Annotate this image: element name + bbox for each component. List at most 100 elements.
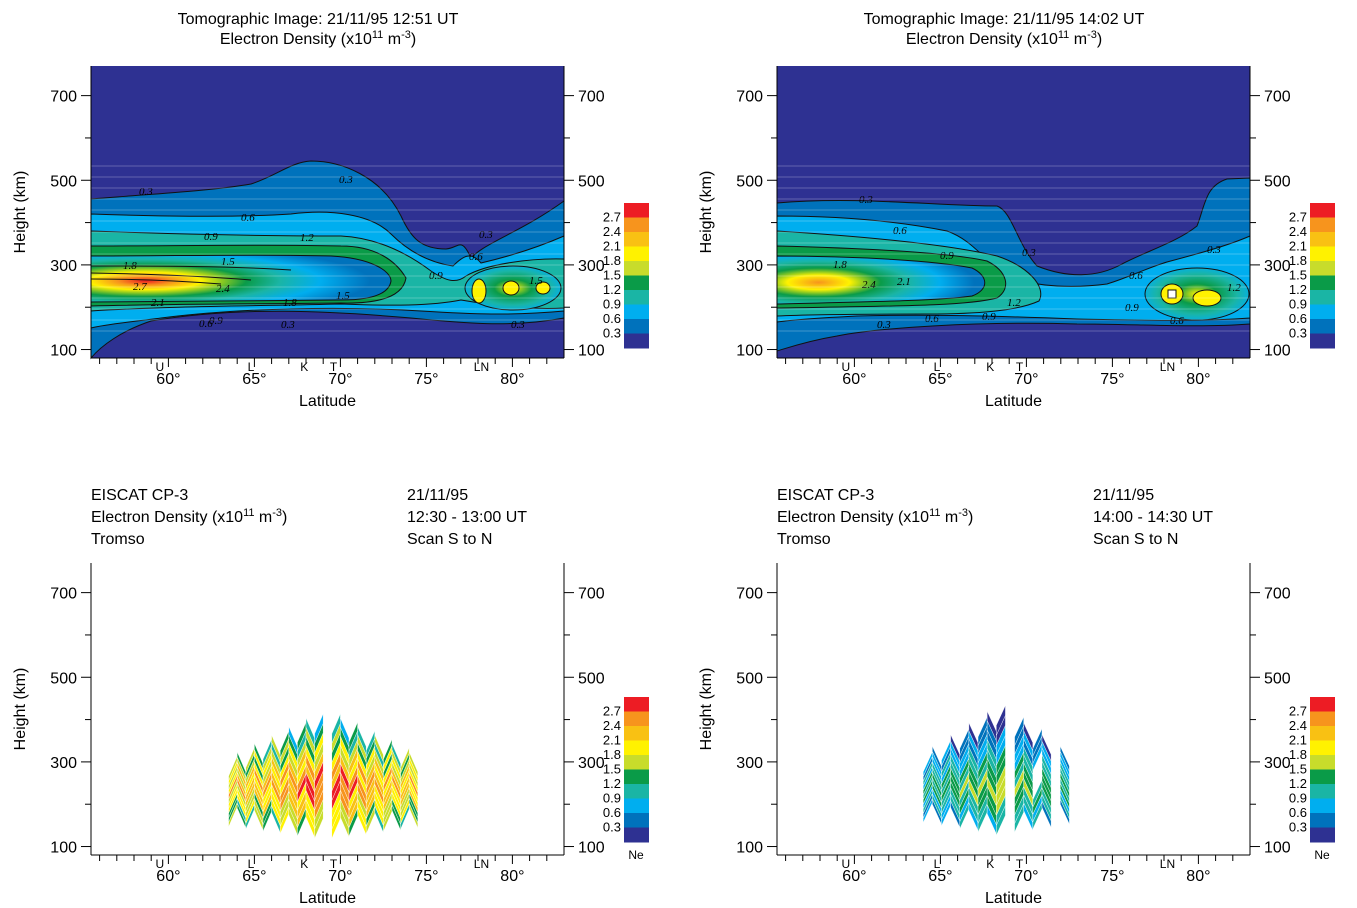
y-tick-label-right: 300	[578, 258, 605, 275]
y-tick-label-right: 100	[578, 343, 605, 360]
y-tick-label: 700	[50, 586, 77, 603]
svg-text:1.2: 1.2	[300, 232, 314, 244]
y-tick-label: 500	[736, 670, 763, 687]
colorbar-tick-label: 2.4	[603, 718, 621, 733]
svg-text:0.9: 0.9	[209, 315, 223, 327]
y-tick-label: 500	[736, 173, 763, 190]
header-right-3: Scan S to N	[1093, 531, 1178, 548]
colorbar-swatch	[1310, 319, 1335, 334]
colorbar-tick-label: 1.8	[1289, 747, 1307, 762]
header-left-1: EISCAT CP-3	[91, 487, 188, 504]
scan-cell	[374, 734, 384, 763]
header-left-3: Tromso	[91, 531, 145, 548]
x-tick-label: 80°	[1186, 868, 1210, 885]
x-tick-label: 65°	[242, 868, 266, 885]
scan-cell	[357, 726, 367, 755]
y-tick-label: 100	[50, 343, 77, 360]
y-tick-label: 100	[736, 840, 763, 857]
y-axis-label: Height (km)	[698, 171, 715, 254]
svg-text:2.1: 2.1	[151, 297, 165, 309]
y-axis-label: Height (km)	[12, 171, 29, 254]
station-marker: L	[934, 360, 941, 374]
colorbar-swatch	[1310, 798, 1335, 814]
colorbar-swatch	[1310, 232, 1335, 247]
colorbar-swatch	[624, 290, 649, 305]
colorbar-tick-label: 2.1	[1289, 733, 1307, 748]
y-tick-label-right: 700	[578, 586, 605, 603]
header-left-2: Electron Density (x1011 m-3)	[777, 507, 973, 526]
station-marker: U	[155, 857, 164, 871]
header-left-2: Electron Density (x1011 m-3)	[91, 507, 287, 526]
y-tick-label-right: 300	[1264, 755, 1291, 772]
colorbar-swatch	[624, 784, 649, 799]
colorbar-tick-label: 1.2	[1289, 776, 1307, 791]
colorbar-swatch	[1310, 217, 1335, 233]
x-tick-label: 75°	[1100, 371, 1124, 388]
svg-text:0.9: 0.9	[940, 250, 954, 262]
svg-text:1.2: 1.2	[1007, 297, 1021, 309]
colorbar-tick-label: 1.8	[603, 747, 621, 762]
x-tick-label: 75°	[414, 868, 438, 885]
panel-subtitle: Electron Density (x1011 m-3)	[220, 29, 416, 48]
colorbar-tick-label: 0.9	[1289, 791, 1307, 806]
y-tick-label-right: 500	[578, 670, 605, 687]
svg-text:1.5: 1.5	[336, 290, 350, 302]
x-tick-label: 65°	[928, 371, 952, 388]
colorbar-swatch	[1310, 784, 1335, 799]
scan-cell	[409, 751, 418, 778]
x-axis-label: Latitude	[299, 890, 356, 907]
svg-text:0.3: 0.3	[859, 194, 873, 206]
colorbar-tick-label: 0.3	[1289, 820, 1307, 835]
colorbar-tick-label: 0.6	[603, 311, 621, 326]
colorbar-swatch	[1310, 697, 1335, 712]
y-axis-label: Height (km)	[698, 668, 715, 751]
scan-cell	[314, 713, 324, 744]
station-marker: L	[248, 857, 255, 871]
svg-text:1.8: 1.8	[833, 259, 847, 271]
panel-eiscat-2: EISCAT CP-3 Electron Density (x1011 m-3)…	[698, 487, 1291, 907]
header-right-2: 14:00 - 14:30 UT	[1093, 509, 1213, 526]
colorbar-swatch	[1310, 261, 1335, 276]
svg-text:1.2: 1.2	[1227, 282, 1241, 294]
svg-text:2.4: 2.4	[862, 279, 876, 291]
svg-text:0.6: 0.6	[469, 251, 483, 263]
colorbar-bottom-left: 2.72.42.11.81.51.20.90.60.3 Ne	[603, 697, 649, 862]
colorbar-tick-label: 2.4	[1289, 718, 1307, 733]
scan-cell	[340, 717, 350, 748]
x-tick-label: 70°	[1014, 371, 1038, 388]
station-marker: L	[248, 360, 255, 374]
x-tick-label: 60°	[156, 371, 180, 388]
colorbar-tick-label: 2.1	[603, 239, 621, 254]
colorbar-tick-label: 2.1	[1289, 239, 1307, 254]
colorbar-tick-label: 1.2	[603, 282, 621, 297]
y-tick-label: 100	[736, 343, 763, 360]
y-tick-label-right: 500	[1264, 670, 1291, 687]
header-right-1: 21/11/95	[407, 487, 468, 504]
x-tick-label: 80°	[500, 868, 524, 885]
scan-cell	[1023, 722, 1034, 751]
x-tick-label: 70°	[328, 868, 352, 885]
colorbar-swatch	[624, 304, 649, 320]
colorbar-swatch	[624, 697, 649, 712]
station-marker: L	[934, 857, 941, 871]
y-tick-label-right: 300	[578, 755, 605, 772]
y-tick-label-right: 700	[1264, 89, 1291, 106]
scan-cell	[996, 705, 1006, 736]
colorbar-swatch	[1310, 246, 1335, 262]
y-tick-label: 500	[50, 173, 77, 190]
x-tick-label: 75°	[414, 371, 438, 388]
colorbar-tick-label: 0.3	[1289, 326, 1307, 341]
colorbar-tick-label: 1.5	[603, 762, 621, 777]
y-tick-label: 100	[50, 840, 77, 857]
scan-cell	[391, 743, 401, 770]
colorbar-tick-label: 2.7	[1289, 704, 1307, 719]
panel-eiscat-1: EISCAT CP-3 Electron Density (x1011 m-3)…	[12, 487, 605, 907]
y-tick-label: 700	[736, 586, 763, 603]
station-marker: K	[986, 360, 994, 374]
colorbar-tick-label: 2.4	[1289, 224, 1307, 239]
station-marker: LN	[1160, 360, 1175, 374]
scan-lines	[777, 165, 1250, 332]
x-tick-label: 60°	[842, 868, 866, 885]
y-tick-label-right: 100	[1264, 840, 1291, 857]
